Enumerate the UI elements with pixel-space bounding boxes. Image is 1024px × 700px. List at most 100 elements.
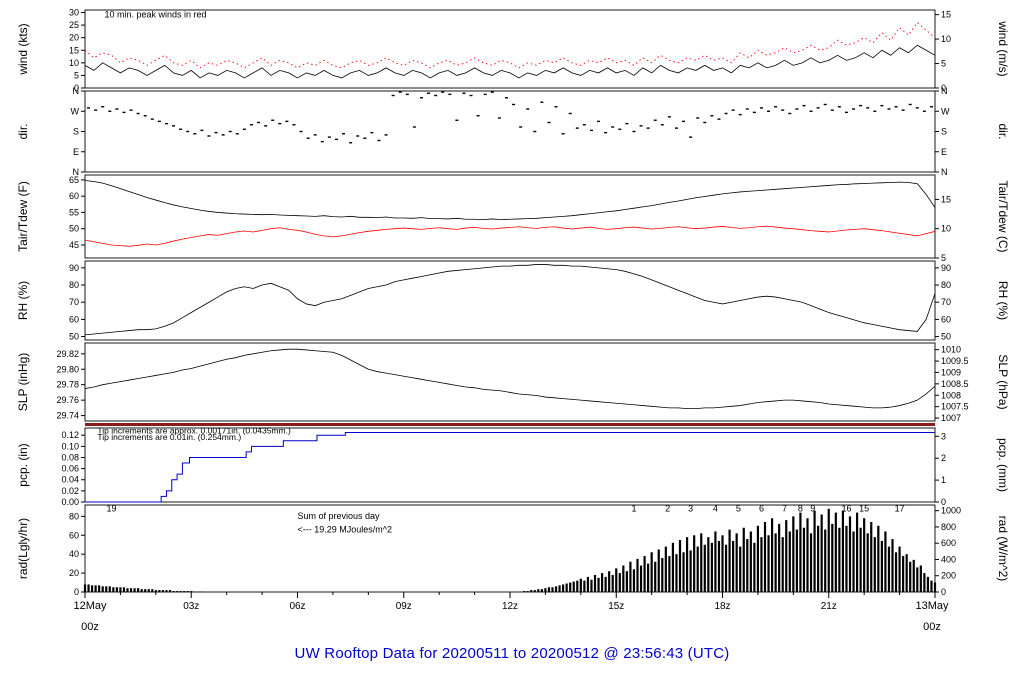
svg-text:1009.5: 1009.5 (941, 356, 969, 366)
axis-label-left-slp: SLP (inHg) (16, 353, 30, 411)
svg-text:90: 90 (941, 263, 951, 273)
svg-text:400: 400 (941, 554, 956, 564)
axis-label-right-pcp: pcp. (mm) (996, 438, 1010, 492)
svg-text:20: 20 (69, 33, 79, 43)
svg-text:0.06: 0.06 (61, 464, 79, 474)
svg-text:0.02: 0.02 (61, 486, 79, 496)
svg-text:80: 80 (69, 511, 79, 521)
panel-slp: 29.74 29.76 29.78 29.80 29.82 10071007.510081… (16, 342, 1010, 423)
panel-temp: 45 50 55 60 65 5 10 15 Tair/Tdew (F) Tair/Tdew (C… (16, 174, 1010, 263)
x-tick-label: 06z (289, 601, 305, 612)
annotation-pcp: Tip increments are approx. 0.00171in. (0… (97, 425, 291, 435)
left-axis-ticks: 29.74 29.76 29.78 29.80 29.82 (56, 349, 85, 421)
svg-text:55: 55 (69, 207, 79, 217)
svg-text:65: 65 (69, 175, 79, 185)
x-tick-label: 12z (502, 601, 518, 612)
svg-text:0: 0 (74, 587, 79, 597)
x-start-date-label: 12May (73, 600, 107, 612)
annotation-rad: 2 (665, 504, 670, 514)
svg-text:0: 0 (74, 83, 79, 93)
svg-text:N: N (73, 86, 80, 96)
svg-text:1000: 1000 (941, 506, 961, 516)
annotation-pcp: Tip increments are 0.01in. (0.254mm.) (97, 432, 241, 442)
left-axis-ticks: 0 5 10 15 20 25 30 (69, 8, 85, 93)
axis-label-right-rh: RH (%) (996, 281, 1010, 320)
svg-text:29.80: 29.80 (56, 364, 79, 374)
series-wind-direction-deg (87, 91, 933, 144)
series-wind-avg-kts (84, 44, 936, 79)
svg-text:800: 800 (941, 522, 956, 532)
svg-text:W: W (71, 106, 80, 116)
left-axis-ticks: 0.000.020.040.06 0.080.100.12 (61, 430, 85, 507)
svg-text:29.76: 29.76 (56, 395, 79, 405)
x-tick-label: 09z (396, 601, 412, 612)
svg-text:60: 60 (69, 530, 79, 540)
svg-text:1008.5: 1008.5 (941, 379, 969, 389)
svg-text:10: 10 (941, 34, 951, 44)
right-axis-ticks: 50 60 70 80 90 (935, 263, 951, 342)
x-tick-label: 21z (821, 601, 837, 612)
annotation-rad: 15 (859, 504, 869, 514)
panel-frame (84, 174, 936, 259)
axis-label-right-wind: wind (m/s) (996, 20, 1010, 76)
svg-text:N: N (73, 167, 80, 177)
svg-text:200: 200 (941, 571, 956, 581)
svg-text:5: 5 (941, 59, 946, 69)
axis-label-right-rad: rad (W/m^2) (996, 516, 1010, 582)
axis-label-left-dir: dir. (16, 123, 30, 139)
axis-label-right-temp: Tair/Tdew (C) (996, 180, 1010, 252)
svg-text:0.08: 0.08 (61, 452, 79, 462)
right-axis-ticks: 5 10 15 (935, 194, 951, 263)
series-pcp-cumulative-in (85, 431, 935, 503)
right-axis-ticks: 0 1 2 3 (935, 431, 946, 507)
series-tair-f (84, 180, 936, 220)
series-rh-pct (84, 264, 936, 336)
axis-label-left-rad: rad(Lgly/hr) (16, 518, 30, 579)
annotation-rad: 7 (782, 504, 787, 514)
svg-text:29.74: 29.74 (56, 411, 79, 421)
svg-text:60: 60 (941, 314, 951, 324)
svg-text:600: 600 (941, 538, 956, 548)
x-tick-label: 15z (608, 601, 624, 612)
svg-text:S: S (941, 127, 947, 137)
left-axis-ticks: 50 60 70 80 90 (69, 263, 85, 342)
svg-text:1010: 1010 (941, 345, 961, 355)
svg-text:0.04: 0.04 (61, 475, 79, 485)
left-axis-ticks: 45 50 55 60 65 (69, 175, 85, 250)
series-rad-evening-lgly (83, 584, 203, 592)
right-axis-ticks: 0 200 400 600 800 1000 (935, 506, 961, 597)
svg-text:80: 80 (69, 280, 79, 290)
svg-text:80: 80 (941, 280, 951, 290)
annotation-rad: 1 (631, 504, 636, 514)
svg-text:1007.5: 1007.5 (941, 402, 969, 412)
x-end-hour-label: 00z (923, 621, 941, 633)
svg-text:90: 90 (69, 263, 79, 273)
svg-text:E: E (73, 147, 79, 157)
panel-frame (84, 427, 936, 503)
annotation-rad: 6 (759, 504, 764, 514)
left-axis-ticks: 0 20 40 60 80 (69, 511, 85, 597)
svg-text:N: N (941, 86, 948, 96)
annotation-rad: 8 (798, 504, 803, 514)
x-axis: 03z 06z 09z 12z 15z 18z 21z 12May 00z 13May 00z (73, 592, 949, 633)
x-end-date-label: 13May (915, 600, 949, 612)
svg-text:70: 70 (69, 297, 79, 307)
svg-text:15: 15 (941, 10, 951, 20)
svg-text:15: 15 (941, 194, 951, 204)
right-axis-ticks: 0 5 10 15 (935, 10, 951, 93)
svg-text:29.78: 29.78 (56, 380, 79, 390)
svg-text:0.12: 0.12 (61, 430, 79, 440)
svg-text:45: 45 (69, 240, 79, 250)
svg-text:10: 10 (69, 58, 79, 68)
svg-text:29.82: 29.82 (56, 349, 79, 359)
annotation-rad: Sum of previous day (298, 511, 381, 521)
svg-text:E: E (941, 147, 947, 157)
panel-pcp: 0.000.020.040.06 0.080.100.12 0 1 2 3 pcp. (in… (16, 423, 1010, 507)
